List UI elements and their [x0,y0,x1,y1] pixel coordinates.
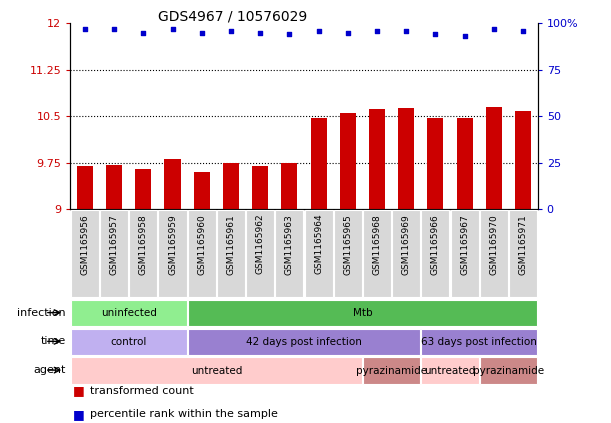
Point [80,25,90,32]
Text: 42 days post infection: 42 days post infection [246,337,362,347]
Bar [515,111,531,209]
FancyBboxPatch shape [71,329,186,355]
Text: GSM1165959: GSM1165959 [168,214,177,275]
Text: Mtb: Mtb [353,308,372,318]
Text: GSM1165964: GSM1165964 [314,214,323,275]
Point [431,31,441,38]
Point [401,27,411,34]
FancyBboxPatch shape [130,210,157,297]
Bar [369,109,385,209]
Text: GSM1165965: GSM1165965 [343,214,353,275]
FancyBboxPatch shape [188,329,420,355]
FancyBboxPatch shape [71,300,186,326]
FancyBboxPatch shape [100,210,128,297]
Text: GSM1165971: GSM1165971 [519,214,527,275]
Bar [398,108,414,209]
Text: transformed count: transformed count [90,386,194,396]
FancyBboxPatch shape [188,210,216,297]
Bar [164,159,180,209]
Bar [194,172,210,209]
FancyBboxPatch shape [304,210,332,297]
Text: GDS4967 / 10576029: GDS4967 / 10576029 [158,9,307,23]
FancyBboxPatch shape [451,210,478,297]
FancyBboxPatch shape [246,210,274,297]
FancyBboxPatch shape [71,357,362,384]
FancyBboxPatch shape [217,210,245,297]
FancyBboxPatch shape [480,357,537,384]
Bar [486,107,502,209]
FancyBboxPatch shape [480,210,508,297]
Text: GSM1165963: GSM1165963 [285,214,294,275]
Bar [135,169,152,209]
Text: GSM1165970: GSM1165970 [489,214,499,275]
Text: GSM1165961: GSM1165961 [227,214,235,275]
FancyBboxPatch shape [71,210,99,297]
Point [489,25,499,32]
Text: GSM1165967: GSM1165967 [460,214,469,275]
Text: control: control [111,337,147,347]
Point [226,27,236,34]
Point [167,25,177,32]
FancyBboxPatch shape [276,210,304,297]
Text: uninfected: uninfected [101,308,156,318]
Text: ■: ■ [73,385,85,397]
Point [518,27,528,34]
Text: GSM1165966: GSM1165966 [431,214,440,275]
Point [372,27,382,34]
Text: GSM1165958: GSM1165958 [139,214,148,275]
Text: infection: infection [17,308,66,318]
Text: GSM1165962: GSM1165962 [255,214,265,275]
Point [459,33,469,40]
FancyBboxPatch shape [158,210,186,297]
Text: pyrazinamide: pyrazinamide [356,365,427,376]
Text: GSM1165956: GSM1165956 [81,214,89,275]
Bar [223,163,239,209]
Point [313,27,323,34]
FancyBboxPatch shape [509,210,537,297]
Text: 63 days post infection: 63 days post infection [422,337,537,347]
FancyBboxPatch shape [422,329,537,355]
Text: GSM1165960: GSM1165960 [197,214,207,275]
Point [285,31,295,38]
Bar [310,118,327,209]
Text: ■: ■ [73,408,85,420]
Text: pyrazinamide: pyrazinamide [473,365,544,376]
FancyBboxPatch shape [188,300,537,326]
Point [255,29,265,36]
FancyBboxPatch shape [422,357,478,384]
Bar [340,113,356,209]
Point [197,29,207,36]
Bar [77,166,93,209]
Bar [106,165,122,209]
Bar [428,118,444,209]
Text: time: time [41,336,66,346]
Bar [252,166,268,209]
Bar [456,118,473,209]
Text: untreated: untreated [425,365,476,376]
FancyBboxPatch shape [422,210,450,297]
Bar [281,163,298,209]
Text: percentile rank within the sample: percentile rank within the sample [90,409,277,419]
Text: GSM1165968: GSM1165968 [373,214,381,275]
FancyBboxPatch shape [363,210,391,297]
Point [343,29,353,36]
Text: GSM1165957: GSM1165957 [109,214,119,275]
Text: agent: agent [34,365,66,375]
Point [139,29,148,36]
FancyBboxPatch shape [392,210,420,297]
Text: untreated: untreated [191,365,242,376]
FancyBboxPatch shape [334,210,362,297]
FancyBboxPatch shape [363,357,420,384]
Text: GSM1165969: GSM1165969 [401,214,411,275]
Point [109,25,119,32]
